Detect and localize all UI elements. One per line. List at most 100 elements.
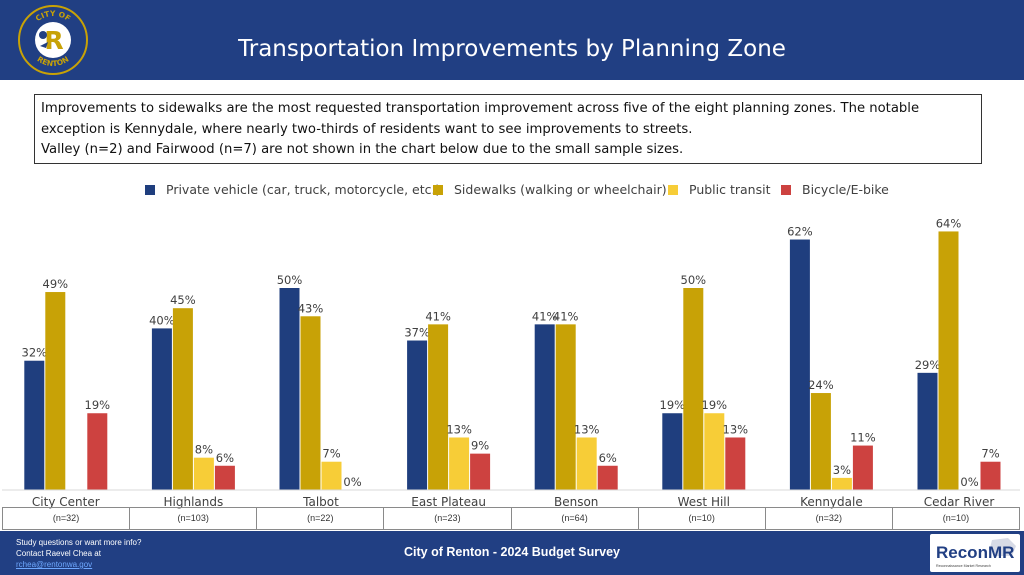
data-label: 19% (85, 398, 111, 412)
bar (300, 316, 321, 490)
category-label: East Plateau (411, 495, 486, 509)
data-label: 24% (808, 378, 834, 392)
legend-label: Sidewalks (walking or wheelchair) (454, 182, 667, 197)
bar (662, 413, 683, 490)
bar (24, 360, 45, 490)
note-line-2: exception is Kennydale, where nearly two… (41, 121, 693, 137)
sample-size-row: (n=32) (n=103) (n=22) (n=23) (n=64) (n=10) (n=… (2, 507, 1020, 530)
legend-label: Public transit (689, 182, 771, 197)
data-label: 13% (574, 422, 600, 436)
logo-letter: R (44, 26, 63, 55)
bar (151, 328, 172, 490)
bar (725, 437, 746, 490)
sample-size-cell: (n=22) (257, 507, 385, 530)
contact-block: Study questions or want more info? Conta… (16, 537, 141, 570)
data-label: 41% (553, 309, 579, 323)
bar (534, 324, 555, 490)
data-label: 29% (915, 358, 941, 372)
data-label: 0% (960, 475, 978, 489)
data-label: 64% (936, 216, 962, 230)
category-label: Kennydale (800, 495, 863, 509)
bar (214, 465, 235, 490)
svg-text:RENTON: RENTON (36, 55, 71, 69)
bar (852, 445, 873, 490)
sample-size-cell: (n=32) (2, 507, 131, 530)
grouped-bar-chart: Private vehicle (car, truck, motorcycle,… (2, 182, 1020, 509)
city-seal-logo: CITY OF RENTON R (18, 5, 88, 75)
bar (449, 437, 470, 490)
brand-name: ReconMR (936, 543, 1014, 562)
reconmr-logo: ReconMR Reconnaissance Market Research (930, 534, 1020, 572)
data-label: 13% (723, 422, 749, 436)
data-label: 43% (298, 301, 324, 315)
category-label: West Hill (678, 495, 730, 509)
data-label: 8% (195, 443, 213, 457)
sample-size-cell: (n=103) (130, 507, 258, 530)
bar (321, 461, 342, 490)
data-label: 0% (343, 475, 361, 489)
data-label: 19% (702, 398, 728, 412)
summary-note: Improvements to sidewalks are the most r… (34, 94, 982, 164)
contact-email-link[interactable]: rchea@rentonwa.gov (16, 560, 93, 569)
data-label: 41% (532, 309, 558, 323)
bar (87, 413, 108, 490)
bar (597, 465, 618, 490)
bar (704, 413, 725, 490)
note-line-3: Valley (n=2) and Fairwood (n=7) are not … (41, 142, 684, 157)
data-label: 3% (833, 463, 851, 477)
header-bar: CITY OF RENTON R Transportation Improvem… (0, 0, 1024, 80)
legend-swatch (145, 185, 155, 195)
bar (980, 461, 1001, 490)
sample-size-cell: (n=10) (892, 507, 1020, 530)
data-label: 32% (22, 346, 48, 360)
legend-swatch (433, 185, 443, 195)
data-label: 62% (787, 225, 813, 239)
category-label: Cedar River (924, 495, 995, 509)
bar (45, 292, 66, 490)
bar (428, 324, 449, 490)
footer-bar: Study questions or want more info? Conta… (0, 531, 1024, 575)
bar (576, 437, 597, 490)
data-label: 19% (660, 398, 686, 412)
bar (172, 308, 193, 490)
data-label: 41% (425, 309, 451, 323)
data-label: 6% (216, 451, 234, 465)
bar (810, 393, 831, 490)
brand-tagline: Reconnaissance Market Research (936, 564, 991, 568)
category-label: City Center (32, 495, 100, 509)
data-label: 50% (277, 273, 303, 287)
data-label: 7% (322, 447, 340, 461)
data-label: 9% (471, 439, 489, 453)
category-label: Benson (554, 495, 598, 509)
data-label: 11% (850, 431, 876, 445)
bar (938, 231, 959, 490)
note-line-1: Improvements to sidewalks are the most r… (41, 101, 920, 116)
bar (917, 372, 938, 490)
bar (683, 288, 704, 490)
data-label: 6% (599, 451, 617, 465)
bar (279, 288, 300, 490)
contact-line-2: Contact Raevel Chea at (16, 549, 101, 558)
data-label: 37% (404, 326, 430, 340)
data-label: 49% (43, 277, 69, 291)
data-label: 50% (681, 273, 707, 287)
legend-swatch (668, 185, 678, 195)
sample-size-cell: (n=23) (384, 507, 512, 530)
legend-label: Private vehicle (car, truck, motorcycle,… (166, 182, 440, 197)
bar (789, 239, 810, 490)
bar (555, 324, 576, 490)
logo-bottom-text: RENTON (36, 55, 71, 69)
data-label: 40% (149, 313, 175, 327)
contact-line-1: Study questions or want more info? (16, 538, 142, 547)
bar (407, 340, 428, 490)
page-title: Transportation Improvements by Planning … (238, 36, 786, 62)
data-label: 45% (170, 293, 196, 307)
sample-size-cell: (n=64) (511, 507, 639, 530)
bar (831, 477, 852, 490)
bar (470, 453, 491, 490)
legend-swatch (781, 185, 791, 195)
category-label: Talbot (302, 495, 339, 509)
data-label: 7% (981, 447, 999, 461)
survey-title: City of Renton - 2024 Budget Survey (403, 545, 620, 559)
sample-size-cell: (n=10) (638, 507, 766, 530)
